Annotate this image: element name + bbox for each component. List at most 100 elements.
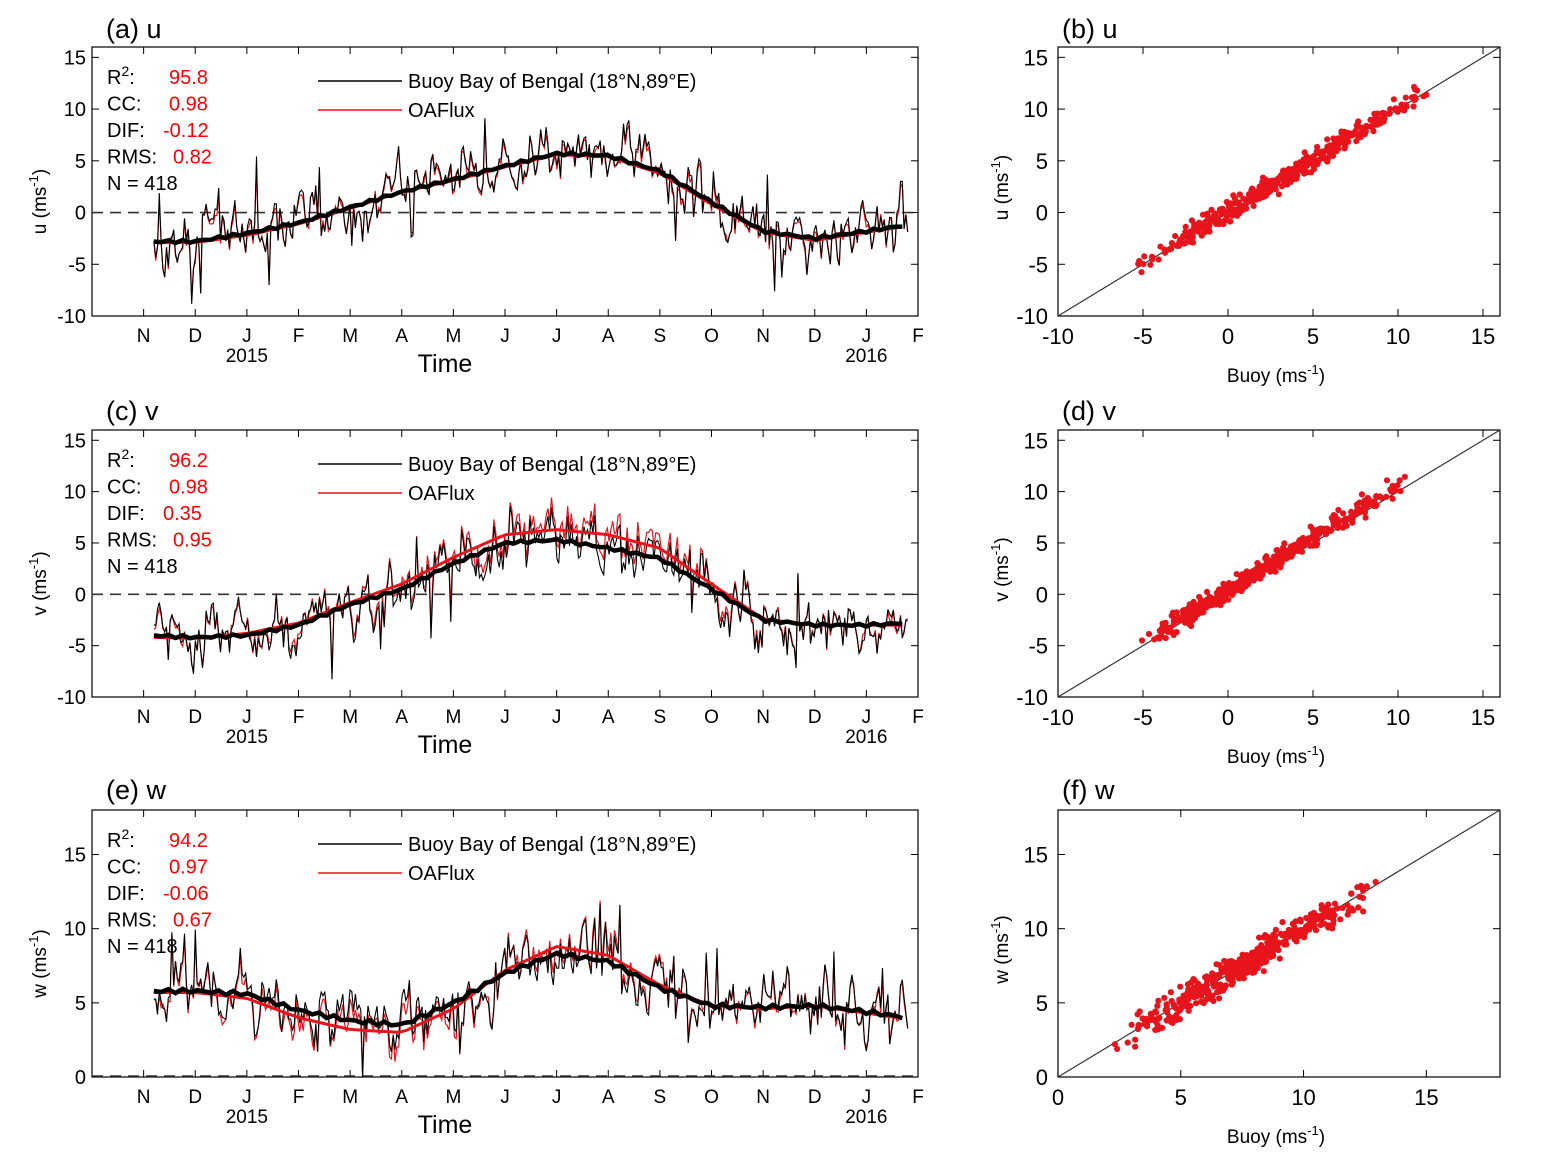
stat-cc-label: CC: <box>107 857 141 879</box>
month-tick-label: M <box>445 707 461 728</box>
stat-dif-label: DIF: <box>107 883 145 905</box>
scatter-point <box>1141 253 1148 260</box>
scatter-point <box>1346 132 1353 139</box>
scatter-point <box>1229 976 1236 983</box>
scatter-point <box>1114 1045 1121 1052</box>
stat-r2-label: R2: <box>107 446 135 472</box>
x-tick-label: 5 <box>1175 1085 1187 1110</box>
scatter-point <box>1420 93 1427 100</box>
scatter-point <box>1383 477 1391 484</box>
scatter-point <box>1198 998 1205 1005</box>
stat-dif-label: DIF: <box>107 503 145 525</box>
scatter-point <box>1216 971 1223 978</box>
y-tick-label: 5 <box>75 151 86 173</box>
scatter-point <box>1378 116 1385 124</box>
scatter-point <box>1161 246 1168 253</box>
stat-dif-label: DIF: <box>107 120 145 142</box>
scatter-point <box>1134 1011 1141 1018</box>
scatter-point <box>1233 571 1240 578</box>
stat-n-label: N = 418 <box>107 173 178 195</box>
scatter-point <box>1307 523 1314 530</box>
scatter-point <box>1128 1021 1135 1028</box>
scatter-point <box>1290 543 1297 551</box>
scatter-point <box>1161 994 1168 1002</box>
y-axis-title: u (ms-1) <box>988 155 1013 220</box>
year-label: 2016 <box>845 727 887 748</box>
y-tick-label: 10 <box>1024 97 1048 122</box>
scatter-point <box>1275 939 1282 946</box>
x-tick-label: 10 <box>1386 705 1410 730</box>
scatter-point <box>1330 921 1337 928</box>
scatter-point <box>1287 553 1294 560</box>
stat-n-label: N = 418 <box>107 556 178 578</box>
scatter-point <box>1193 1000 1200 1007</box>
y-tick-label: 0 <box>1036 201 1048 226</box>
stat-rms-value: 0.67 <box>173 910 212 932</box>
stat-cc-value: 0.97 <box>169 857 208 879</box>
stat-cc-label: CC: <box>107 94 141 116</box>
scatter-point <box>1364 502 1371 509</box>
buoy-daily-line <box>153 506 908 680</box>
month-tick-label: J <box>552 326 562 347</box>
scatter-point <box>1236 210 1243 217</box>
scatter-point <box>1275 191 1282 198</box>
y-tick-label: 5 <box>75 533 86 555</box>
scatter-point <box>1227 218 1234 225</box>
scatter-point <box>1185 1007 1192 1014</box>
buoy-daily-line <box>153 903 909 1078</box>
scatter-point <box>1355 904 1362 911</box>
scatter-point <box>1278 183 1286 190</box>
scatter-point <box>1156 635 1163 642</box>
plot-frame <box>91 809 919 1078</box>
scatter-point <box>1260 968 1267 975</box>
scatter-point <box>1292 918 1299 925</box>
scatter-point <box>1411 93 1418 100</box>
stat-dif-value: -0.06 <box>163 883 209 905</box>
scatter-point <box>1188 217 1195 224</box>
y-tick-label: -10 <box>1016 304 1048 329</box>
scatter-point <box>1168 997 1175 1005</box>
scatter-point <box>1278 559 1285 567</box>
month-tick-label: N <box>756 707 770 728</box>
scatter-point <box>1264 939 1271 946</box>
month-tick-label: S <box>654 1087 667 1108</box>
scatter-point <box>1378 494 1385 501</box>
legend-oaflux-label: OAFlux <box>408 483 475 505</box>
y-tick-label: 0 <box>75 203 86 225</box>
scatter-point <box>1184 981 1191 988</box>
month-tick-label: N <box>756 1087 770 1108</box>
scatter-point <box>1182 223 1189 230</box>
scatter-point <box>1325 924 1332 931</box>
scatter-point <box>1340 510 1347 517</box>
stat-r2-label: R2: <box>107 826 135 852</box>
stat-r2-value: 96.2 <box>169 450 208 472</box>
scatter-point <box>1313 916 1320 923</box>
scatter-point <box>1360 908 1367 915</box>
x-tick-label: 0 <box>1222 324 1234 349</box>
scatter-point <box>1213 214 1220 221</box>
scatter-point <box>1159 620 1166 627</box>
stat-r2-value: 95.8 <box>169 67 208 89</box>
scatter-point <box>1291 936 1298 943</box>
scatter-point <box>1312 927 1320 934</box>
scatter-point <box>1353 138 1360 145</box>
scatter-point <box>1170 621 1177 628</box>
y-tick-label: 5 <box>1036 149 1048 174</box>
x-tick-label: 15 <box>1471 705 1495 730</box>
scatter-point <box>1151 636 1158 643</box>
x-axis-title: Buoy (ms-1) <box>1227 362 1325 387</box>
y-tick-label: 0 <box>1036 1065 1048 1090</box>
scatter-point <box>1145 630 1153 638</box>
y-tick-label: 15 <box>1024 428 1048 453</box>
scatter-point <box>1371 502 1378 509</box>
legend-oaflux-label: OAFlux <box>408 100 475 122</box>
scatter-point <box>1203 981 1210 988</box>
legend-buoy-label: Buoy Bay of Bengal (18°N,89°E) <box>408 454 696 476</box>
month-tick-label: A <box>602 707 615 728</box>
scatter-point <box>1359 894 1366 902</box>
scatter-point <box>1209 992 1216 999</box>
x-tick-label: -5 <box>1133 324 1153 349</box>
month-tick-label: N <box>756 326 770 347</box>
panel-label: (a) u <box>106 14 162 44</box>
month-tick-label: N <box>137 326 151 347</box>
